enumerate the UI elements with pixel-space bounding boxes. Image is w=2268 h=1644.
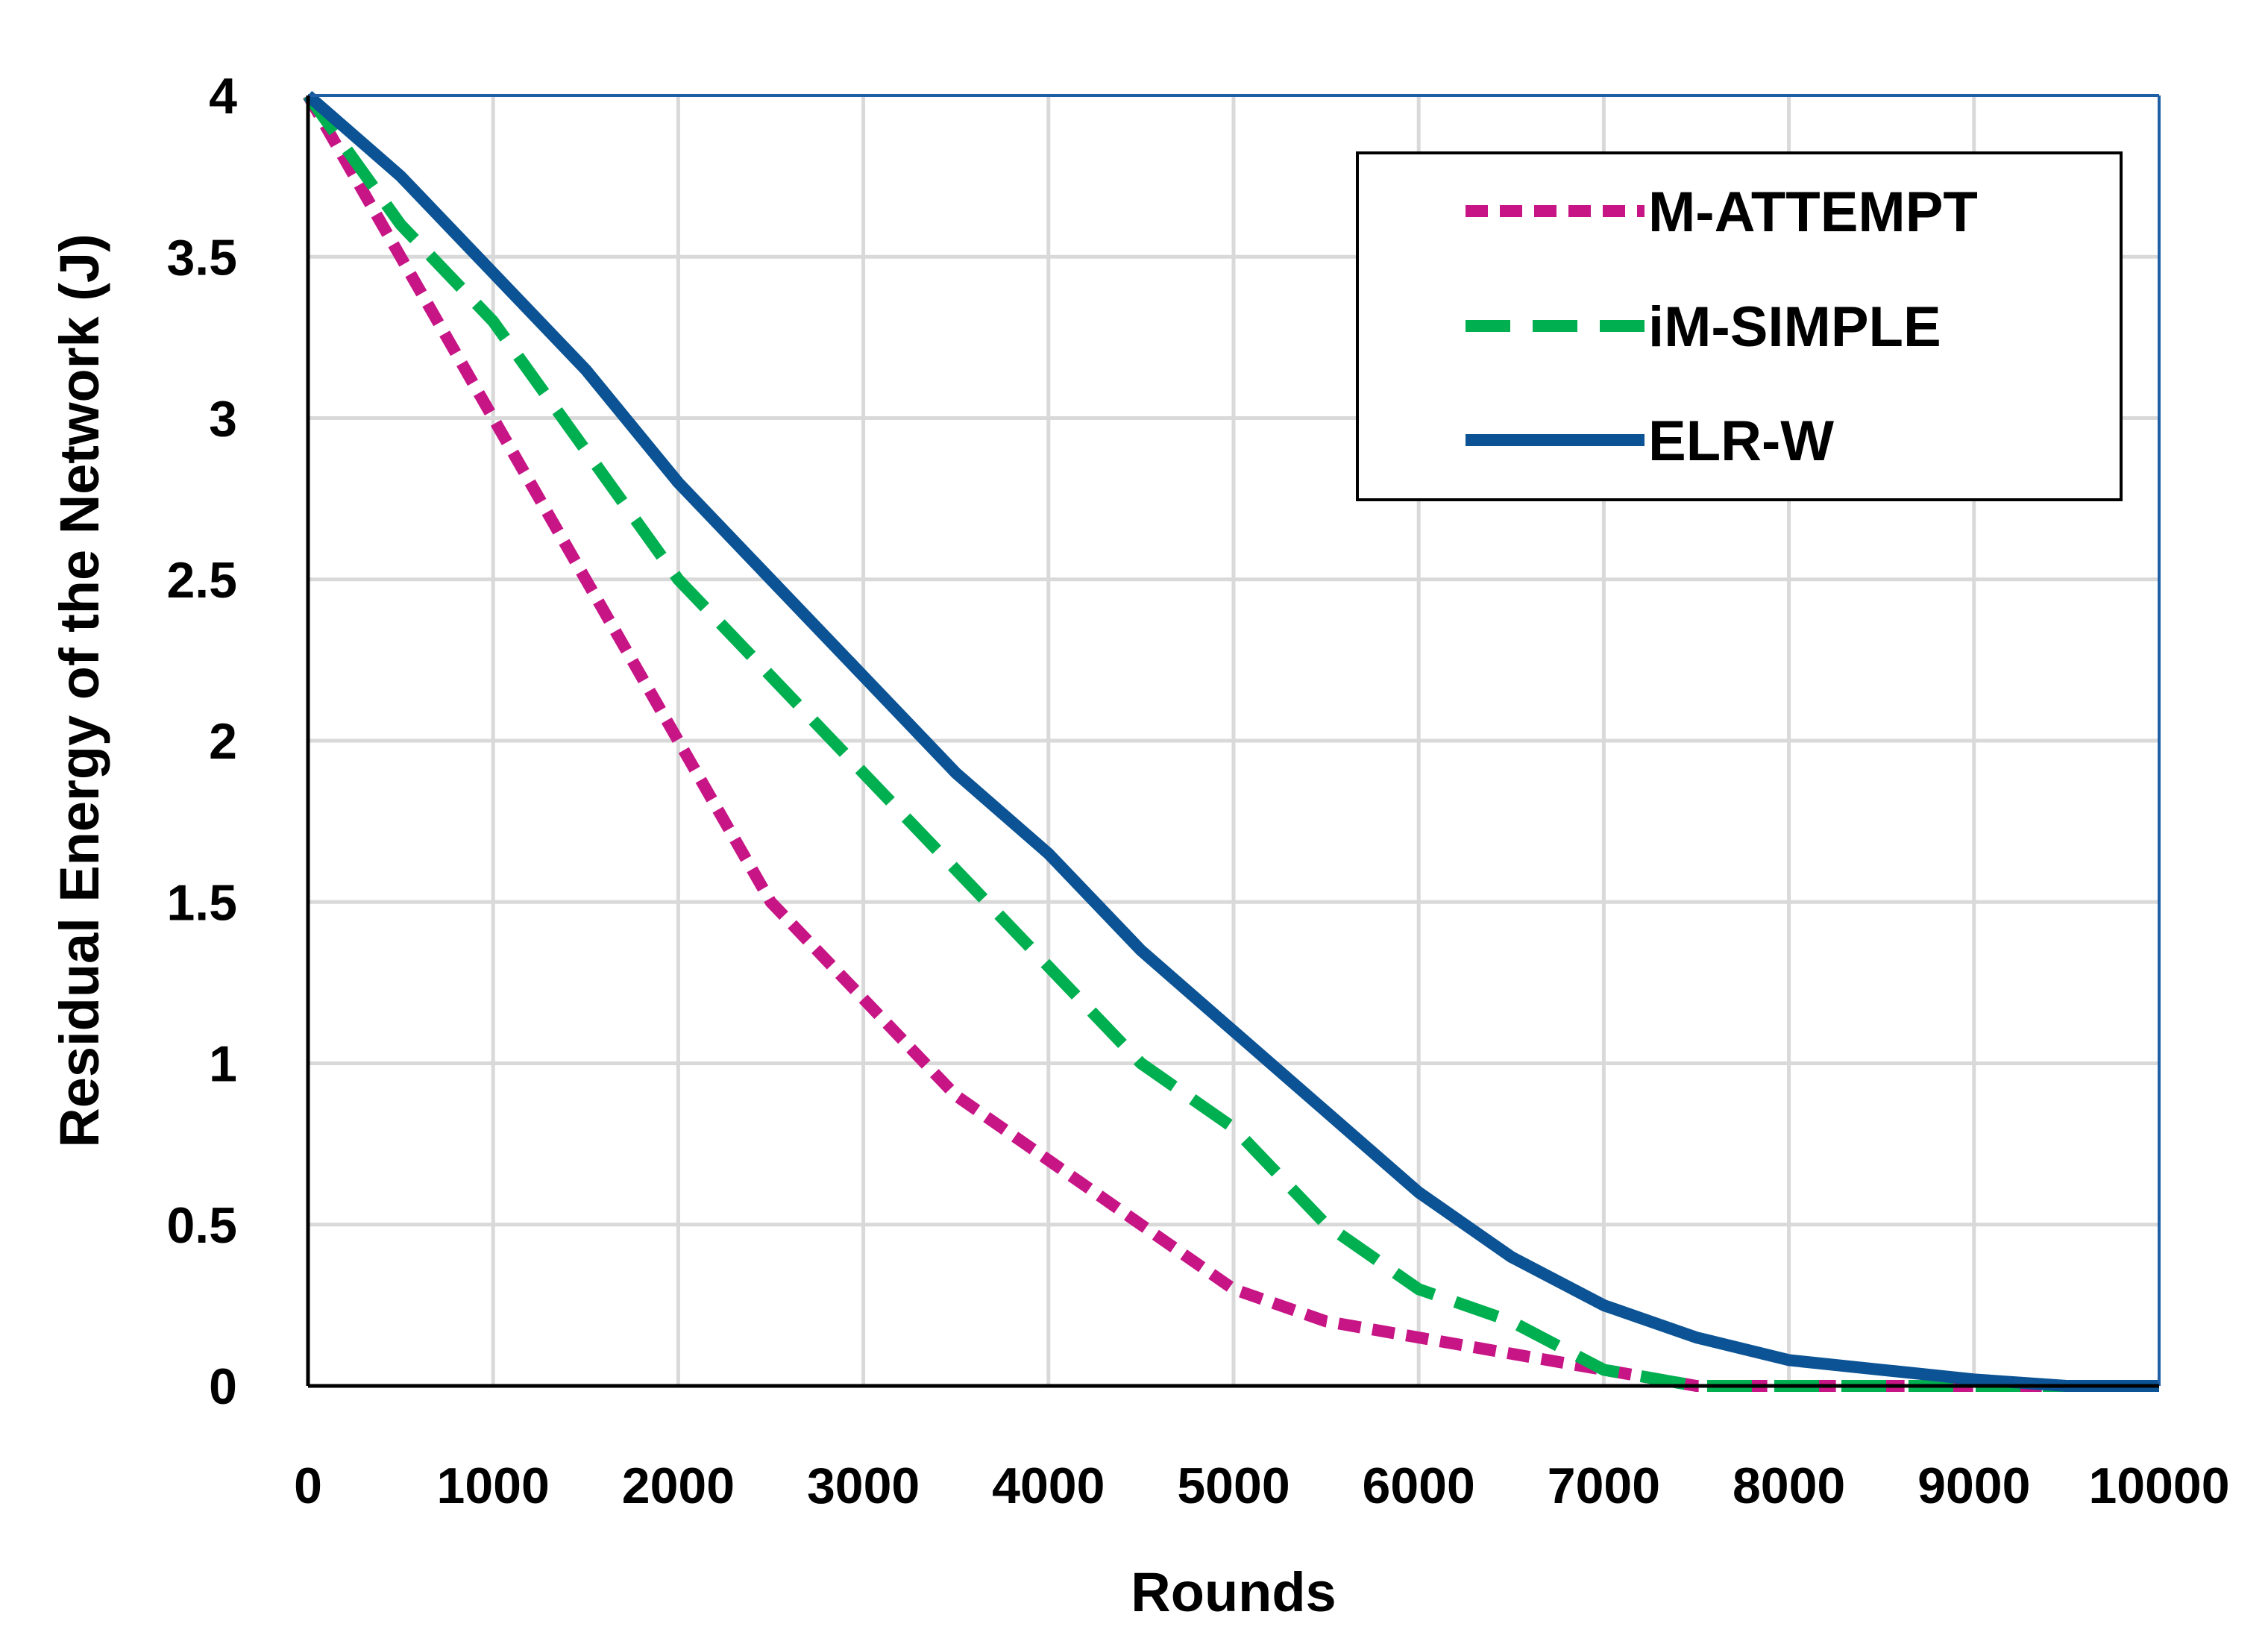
x-tick-label-10000: 10000 (2088, 1458, 2229, 1514)
x-tick-label-4000: 4000 (992, 1458, 1105, 1514)
legend-label-elr-w: ELR-W (1648, 410, 1834, 473)
y-tick-label-2: 2 (209, 713, 237, 770)
y-tick-label-1: 1 (209, 1036, 237, 1093)
x-tick-label-9000: 9000 (1917, 1458, 2030, 1514)
x-axis-title: Rounds (1131, 1561, 1336, 1623)
y-tick-label-0: 0 (209, 1358, 237, 1415)
series-line-elr-w (304, 90, 2159, 1392)
x-tick-label-8000: 8000 (1733, 1458, 1845, 1514)
axes (306, 94, 2161, 1388)
x-tick-label-7000: 7000 (1548, 1458, 1660, 1514)
x-tick-label-3000: 3000 (807, 1458, 920, 1514)
x-tick-label-2000: 2000 (622, 1458, 735, 1514)
x-tick-label-6000: 6000 (1363, 1458, 1475, 1514)
y-axis-title: Residual Energy of the Network (J) (48, 233, 110, 1147)
x-tick-label-1000: 1000 (437, 1458, 550, 1514)
x-tick-label-0: 0 (294, 1458, 322, 1514)
y-tick-labels: 0 0.5 1 1.5 2 2.5 3 3.5 4 (166, 68, 237, 1415)
y-tick-label-0-5: 0.5 (166, 1197, 237, 1254)
legend-label-im-simple: iM-SIMPLE (1648, 295, 1941, 359)
y-tick-label-2-5: 2.5 (166, 552, 237, 609)
x-tick-labels: 0 1000 2000 3000 4000 5000 6000 7000 8000 9000 100… (294, 1458, 2229, 1514)
legend-label-m-attempt: M-ATTEMPT (1648, 181, 1978, 244)
y-tick-label-1-5: 1.5 (166, 874, 237, 931)
x-tick-label-5000: 5000 (1177, 1458, 1290, 1514)
legend: M-ATTEMPT iM-SIMPLE ELR-W (1356, 151, 2123, 501)
y-tick-label-3-5: 3.5 (166, 229, 237, 286)
y-tick-label-4: 4 (209, 68, 237, 125)
y-tick-label-3: 3 (209, 391, 237, 448)
